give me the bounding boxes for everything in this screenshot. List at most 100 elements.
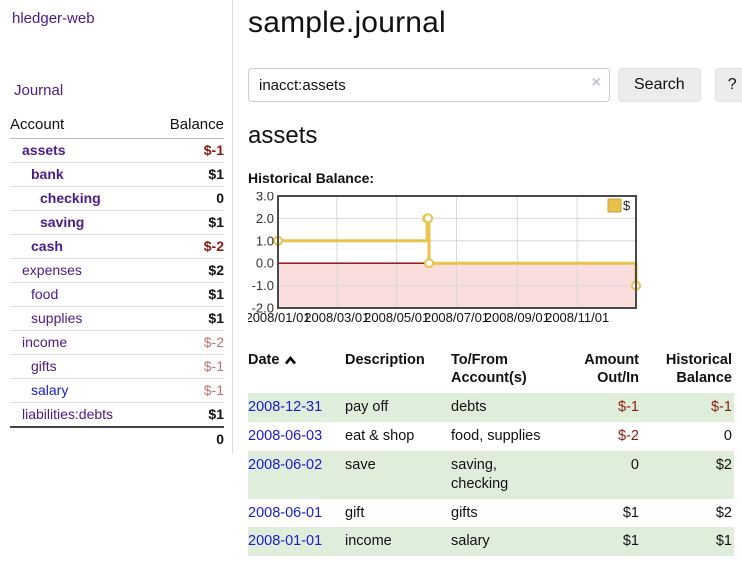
- register-row: 2008-12-31 pay off debts $-1 $-1: [248, 393, 734, 423]
- register-row: 2008-01-01 income salary $1 $1: [248, 527, 734, 557]
- account-link[interactable]: expenses: [22, 262, 82, 278]
- transaction-balance: $2: [715, 456, 732, 473]
- register-row: 2008-06-01 gift gifts $1 $2: [248, 499, 734, 528]
- search-form: × Search ?: [248, 68, 742, 102]
- account-row: bank $1: [10, 162, 224, 187]
- balance-col-header: Balance: [150, 113, 224, 139]
- svg-text:2008/05/01: 2008/05/01: [364, 310, 429, 325]
- account-link[interactable]: liabilities:debts: [22, 406, 114, 422]
- account-link[interactable]: checking: [40, 190, 101, 206]
- account-link[interactable]: bank: [31, 166, 64, 182]
- svg-text:$: $: [623, 198, 631, 213]
- transaction-amount: 0: [630, 456, 639, 473]
- app-brand-link[interactable]: hledger-web: [12, 10, 95, 27]
- account-title: assets: [248, 122, 318, 149]
- account-row: liabilities:debts $1: [10, 402, 224, 428]
- account-link[interactable]: cash: [31, 238, 63, 254]
- transaction-date-link[interactable]: 2008-01-01: [248, 533, 323, 550]
- account-balance: 0: [216, 190, 224, 206]
- account-row: food $1: [10, 282, 224, 307]
- transaction-balance: $-1: [711, 399, 732, 416]
- account-balance: $1: [208, 214, 224, 230]
- account-row: assets $-1: [10, 138, 224, 163]
- transaction-accounts: saving, checking: [451, 456, 509, 492]
- svg-text:-1.0: -1.0: [252, 278, 274, 293]
- svg-text:2008/07/01: 2008/07/01: [424, 310, 489, 325]
- transaction-amount: $-1: [618, 399, 639, 416]
- transaction-date-link[interactable]: 2008-06-02: [248, 456, 323, 473]
- account-link[interactable]: gifts: [31, 358, 57, 374]
- transaction-balance: $1: [715, 533, 732, 550]
- transaction-description: gift: [345, 504, 365, 521]
- page-title: sample.journal: [248, 6, 446, 39]
- sort-asc-icon: [285, 355, 297, 364]
- register-row: 2008-06-02 save saving, checking 0 $2: [248, 450, 734, 499]
- col-balance: Historical Balance: [665, 352, 732, 387]
- transaction-amount: $1: [622, 504, 639, 521]
- col-description: Description: [345, 352, 425, 368]
- col-accounts: To/From Account(s): [451, 352, 527, 387]
- transaction-date-link[interactable]: 2008-06-01: [248, 504, 323, 521]
- account-row: checking 0: [10, 186, 224, 211]
- account-row: saving $1: [10, 210, 224, 235]
- accounts-col-header: Account: [10, 113, 151, 139]
- transaction-description: eat & shop: [345, 428, 415, 445]
- main-content: sample.journal × Search ? assets Histori…: [233, 0, 742, 582]
- account-link[interactable]: income: [22, 334, 68, 350]
- historical-balance-chart: $3.0 2.0 1.0 0.0 -1.0 -2.0 2008/01/01 2008/03/0…: [245, 189, 742, 331]
- account-balance: $1: [208, 310, 224, 326]
- account-link[interactable]: saving: [40, 214, 85, 230]
- account-balance: $-1: [203, 358, 224, 374]
- account-row: salary $-1: [10, 378, 224, 403]
- transaction-date-link[interactable]: 2008-12-31: [248, 399, 323, 416]
- svg-text:0.0: 0.0: [256, 256, 274, 271]
- account-link[interactable]: food: [31, 286, 59, 302]
- transaction-accounts: gifts: [451, 504, 478, 521]
- svg-text:2.0: 2.0: [256, 211, 274, 226]
- account-row: expenses $2: [10, 258, 224, 283]
- svg-text:2008/03/01: 2008/03/01: [304, 310, 369, 325]
- svg-text:-2.0: -2.0: [252, 301, 274, 316]
- transaction-description: save: [345, 456, 376, 473]
- account-row: gifts $-1: [10, 354, 224, 379]
- svg-text:3.0: 3.0: [256, 192, 274, 204]
- account-row: supplies $1: [10, 306, 224, 331]
- help-button[interactable]: ?: [714, 68, 742, 102]
- account-balance: $-2: [203, 238, 224, 254]
- transaction-amount: $1: [622, 533, 639, 550]
- account-link[interactable]: supplies: [31, 310, 83, 326]
- accounts-table: Account Balance assets $-1 bank $1 check…: [10, 113, 224, 453]
- col-date-label: Date: [248, 352, 280, 368]
- account-row: cash $-2: [10, 234, 224, 259]
- col-date[interactable]: Date: [248, 349, 345, 393]
- account-link[interactable]: assets: [22, 142, 66, 158]
- svg-text:2008/09/01: 2008/09/01: [485, 310, 550, 325]
- clear-search-icon[interactable]: ×: [591, 74, 601, 91]
- account-balance: $2: [208, 262, 224, 278]
- account-row: income $-2: [10, 330, 224, 355]
- search-input[interactable]: [248, 68, 610, 102]
- transaction-amount: $-2: [618, 428, 639, 445]
- accounts-total-row: 0: [10, 426, 224, 453]
- svg-text:2008/11/01: 2008/11/01: [545, 310, 609, 325]
- transaction-balance: $2: [715, 504, 732, 521]
- account-balance: $-1: [203, 142, 224, 158]
- search-button[interactable]: Search: [618, 68, 701, 102]
- register-table: Date Description To/From Account(s) Amou…: [248, 349, 734, 557]
- chart-label: Historical Balance:: [248, 170, 375, 186]
- account-balance: $-2: [203, 334, 224, 350]
- transaction-balance: 0: [723, 428, 732, 445]
- register-row: 2008-06-03 eat & shop food, supplies $-2…: [248, 422, 734, 451]
- transaction-description: pay off: [345, 399, 389, 416]
- sidebar-item-journal[interactable]: Journal: [14, 82, 64, 99]
- transaction-accounts: salary: [451, 533, 490, 550]
- account-balance: $1: [208, 166, 224, 182]
- account-balance: $1: [208, 406, 224, 422]
- account-balance: $-1: [203, 382, 224, 398]
- transaction-accounts: food, supplies: [451, 428, 541, 445]
- svg-text:1.0: 1.0: [256, 233, 274, 248]
- transaction-date-link[interactable]: 2008-06-03: [248, 428, 323, 445]
- sidebar: hledger-web Journal Account Balance asse…: [0, 0, 233, 582]
- balance-chart-svg: $3.0 2.0 1.0 0.0 -1.0 -2.02008/01/012008/03/0…: [245, 189, 641, 325]
- account-link[interactable]: salary: [31, 382, 69, 398]
